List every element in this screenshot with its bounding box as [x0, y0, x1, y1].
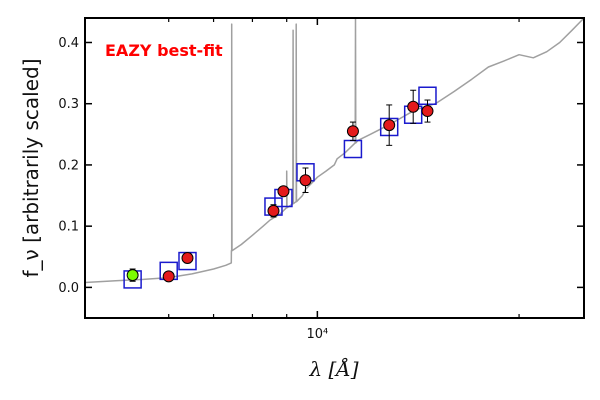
y-tick-label: 0.2 [58, 158, 79, 173]
y-tick-label: 0.1 [58, 220, 79, 235]
observed-flux-point [277, 185, 290, 198]
sed-line [84, 17, 585, 284]
plot-frame [84, 17, 585, 319]
observed-flux-point [181, 252, 194, 264]
x-axis-label: λ [Å] [308, 356, 358, 381]
sed-layer [84, 17, 585, 284]
y-tick-label: 0.3 [58, 97, 79, 112]
observed-flux-point [407, 100, 420, 113]
observed-flux-point [299, 174, 312, 187]
tick-layer: 0.0 0.1 0.2 0.3 0.4 10⁴ [58, 18, 584, 342]
observed-flux-point [421, 105, 434, 118]
observed-flux-point [267, 204, 280, 217]
observed-flux-point [162, 270, 175, 283]
observed-flux-point [346, 125, 359, 138]
observed-flux-point [383, 119, 396, 132]
y-axis-label: f_ν [arbitrarily scaled] [19, 59, 43, 278]
x-tick-label: 10⁴ [306, 327, 328, 342]
eazy-annotation: EAZY best-fit [105, 41, 223, 60]
photometry-point-layer [126, 89, 434, 283]
y-tick-label: 0.0 [58, 281, 79, 296]
highlight-flux-point [126, 269, 139, 282]
y-tick-label: 0.4 [58, 36, 79, 51]
